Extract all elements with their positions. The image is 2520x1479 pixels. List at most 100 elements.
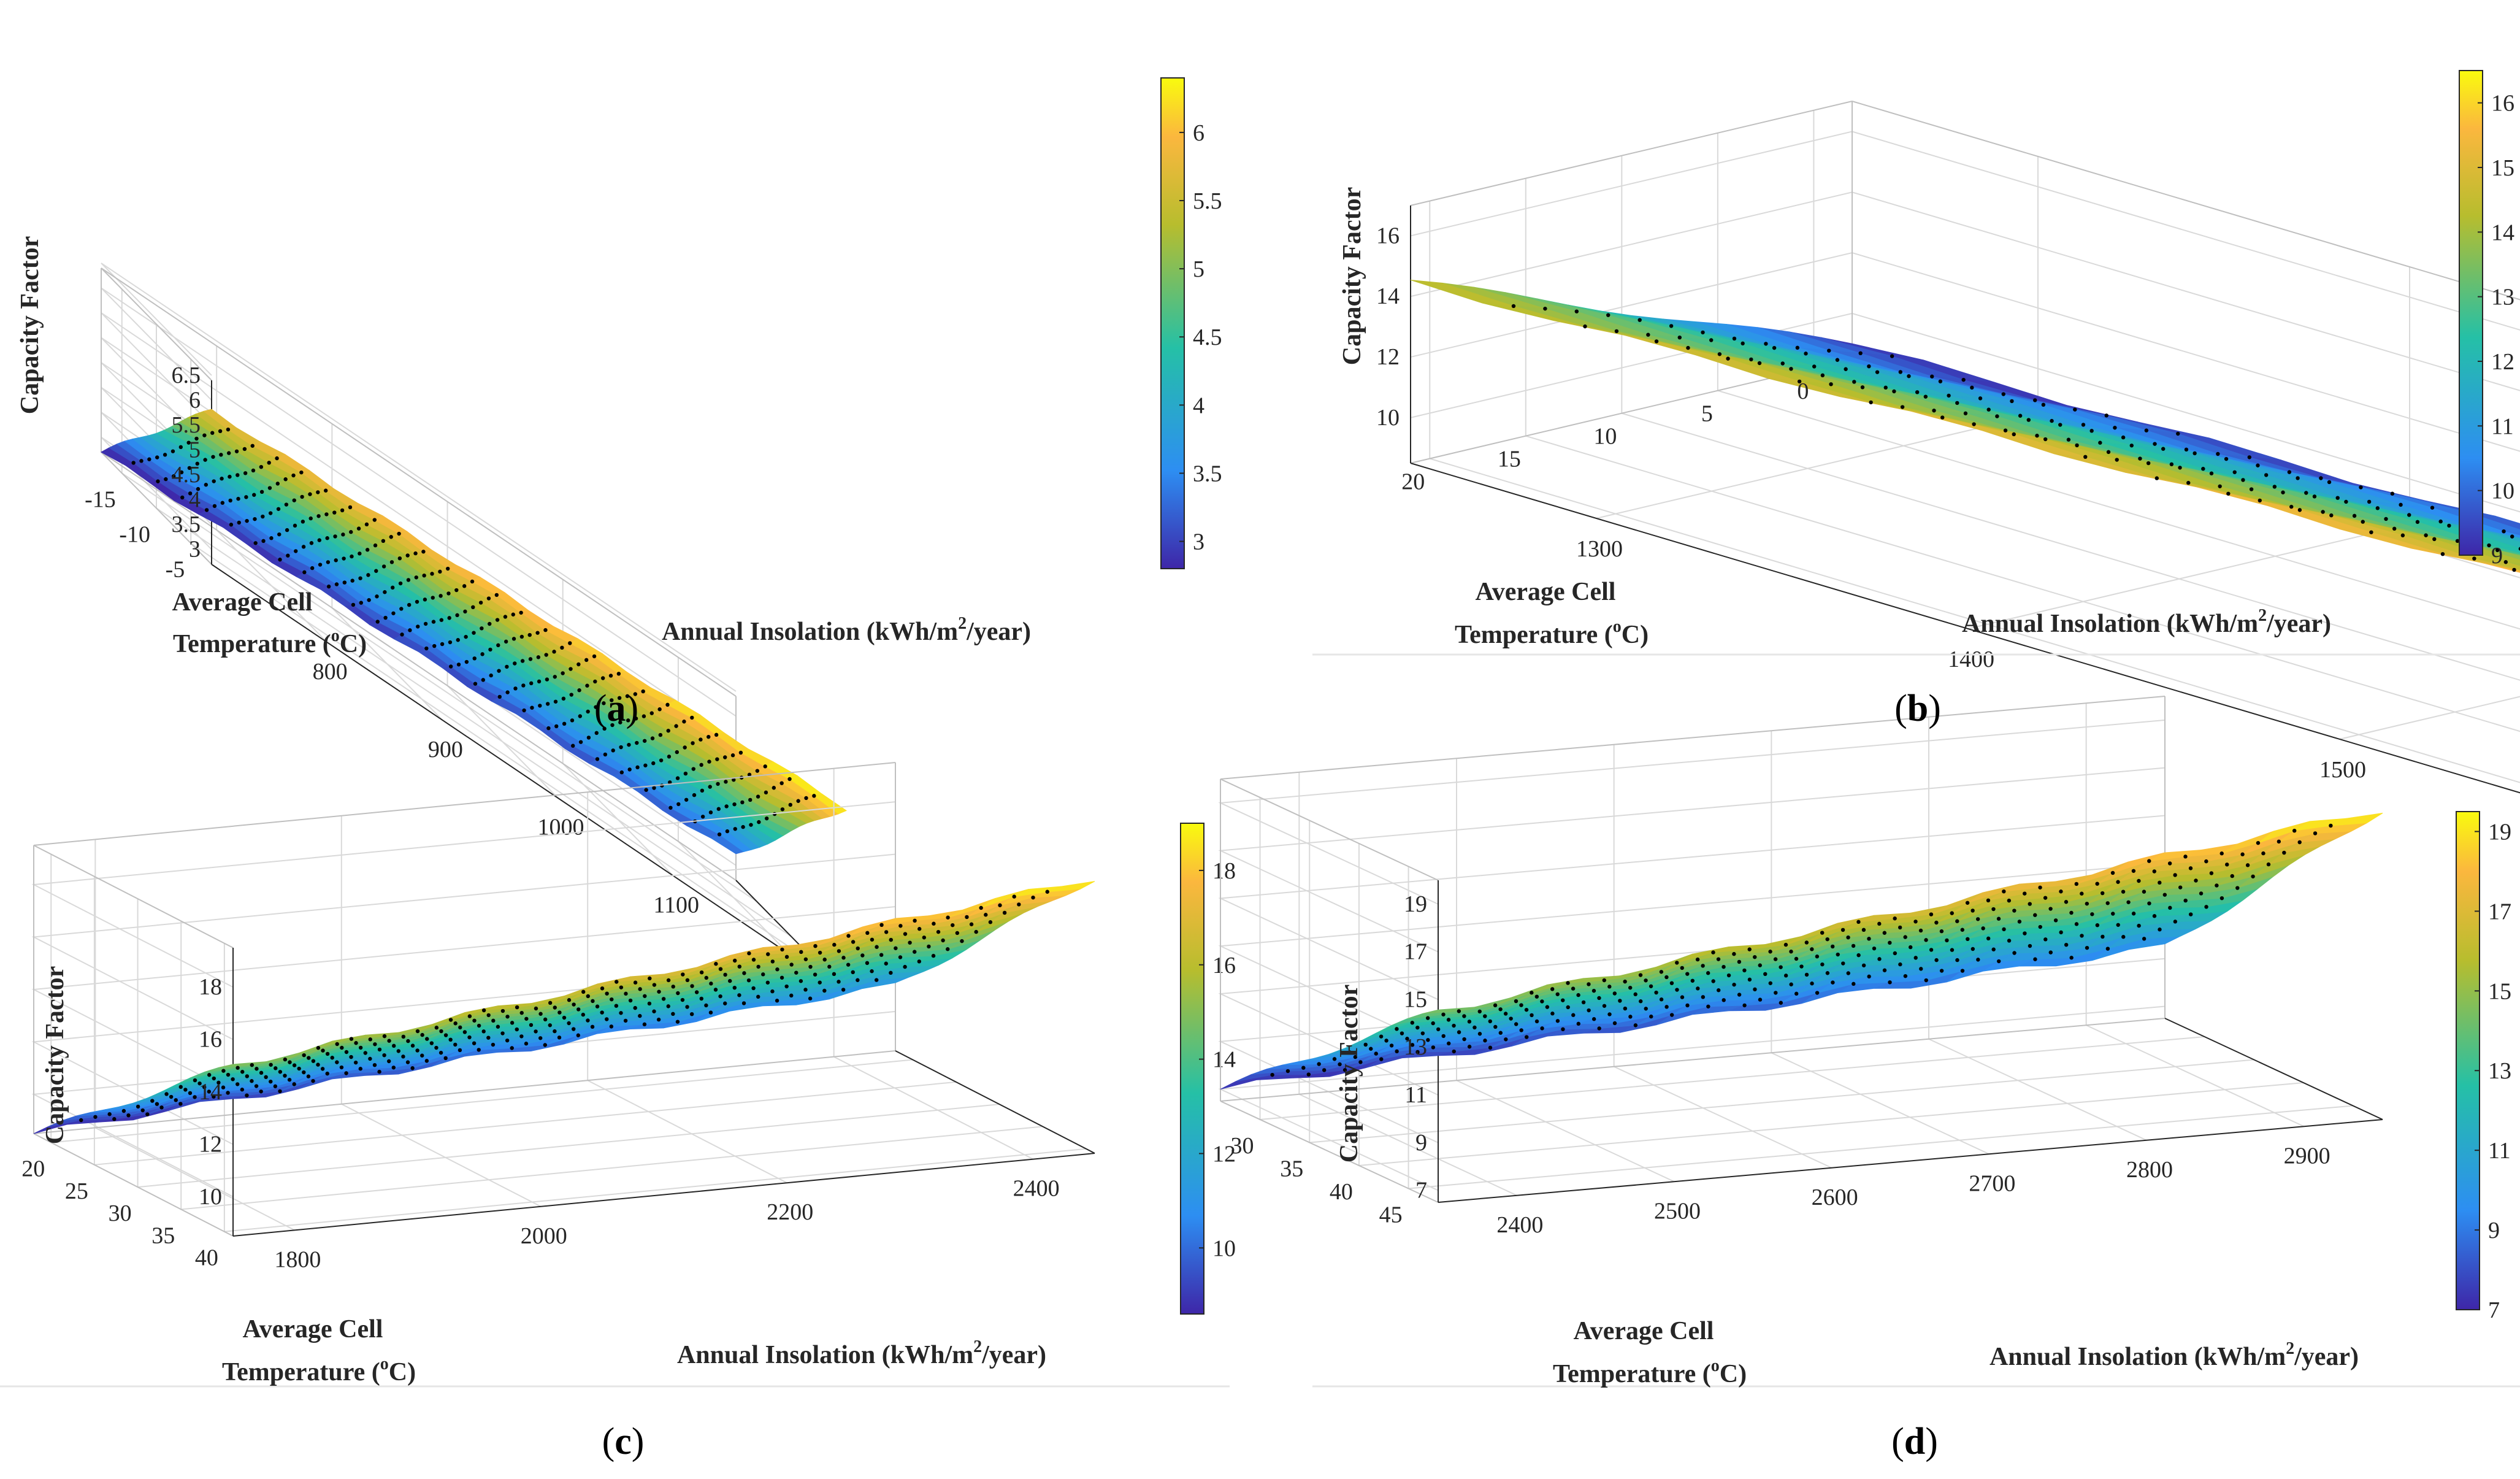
data-marker bbox=[1534, 994, 1539, 999]
data-marker bbox=[593, 679, 597, 684]
data-marker bbox=[2282, 850, 2286, 855]
data-marker bbox=[1915, 390, 1920, 394]
data-marker bbox=[382, 1053, 386, 1058]
data-marker bbox=[1976, 958, 1980, 962]
data-marker bbox=[2235, 886, 2240, 890]
x-axis-line bbox=[232, 1153, 1095, 1237]
data-marker bbox=[2289, 504, 2294, 509]
data-marker bbox=[2028, 943, 2032, 948]
data-marker bbox=[159, 1105, 164, 1110]
surface-patch bbox=[2514, 569, 2520, 572]
data-marker bbox=[674, 724, 678, 728]
data-marker bbox=[194, 436, 199, 441]
colorbar-tick-label: 12 bbox=[2491, 349, 2514, 375]
data-marker bbox=[932, 921, 936, 926]
data-marker bbox=[725, 829, 730, 834]
data-marker bbox=[293, 523, 297, 528]
data-marker bbox=[2081, 423, 2086, 427]
data-marker bbox=[481, 678, 486, 682]
data-marker bbox=[1918, 928, 1923, 933]
data-marker bbox=[2287, 470, 2292, 474]
data-marker bbox=[2487, 543, 2491, 548]
data-marker bbox=[219, 453, 223, 457]
data-marker bbox=[1685, 1003, 1690, 1008]
data-marker bbox=[718, 967, 723, 971]
data-marker bbox=[1972, 422, 1976, 426]
data-marker bbox=[1597, 1026, 1601, 1031]
data-marker bbox=[761, 972, 765, 977]
data-marker bbox=[2512, 567, 2516, 572]
data-marker bbox=[1477, 1009, 1482, 1014]
data-marker bbox=[320, 1067, 325, 1071]
data-marker bbox=[657, 989, 661, 994]
data-marker bbox=[691, 741, 695, 745]
data-marker bbox=[397, 556, 402, 561]
data-marker bbox=[1825, 937, 1829, 942]
data-marker bbox=[367, 597, 371, 602]
data-marker bbox=[709, 982, 713, 986]
data-marker bbox=[908, 940, 912, 945]
data-marker bbox=[1706, 1004, 1710, 1008]
colorbar-tick-label: 15 bbox=[2491, 155, 2514, 181]
z-tick-label: 16 bbox=[1376, 223, 1400, 248]
data-marker bbox=[377, 1069, 381, 1074]
data-marker bbox=[595, 1004, 600, 1008]
data-marker bbox=[524, 1016, 529, 1021]
data-marker bbox=[1893, 916, 1897, 921]
data-marker bbox=[1509, 1016, 1513, 1021]
data-marker bbox=[649, 711, 654, 715]
x-tick-label: 1100 bbox=[653, 893, 699, 918]
data-marker bbox=[236, 1066, 240, 1070]
data-marker bbox=[2503, 560, 2508, 564]
data-marker bbox=[2085, 901, 2089, 906]
data-marker bbox=[747, 772, 752, 777]
data-marker bbox=[278, 1089, 282, 1094]
data-marker bbox=[1846, 935, 1850, 940]
data-marker bbox=[2131, 912, 2136, 916]
data-marker bbox=[2069, 910, 2074, 915]
data-marker bbox=[264, 1075, 268, 1080]
data-marker bbox=[519, 610, 523, 615]
data-marker bbox=[1741, 341, 1745, 346]
data-marker bbox=[259, 464, 264, 469]
data-marker bbox=[594, 705, 598, 709]
box-edge bbox=[1220, 1018, 2166, 1102]
colorbar-tick-label: 14 bbox=[1212, 1047, 1236, 1073]
data-marker bbox=[610, 698, 614, 702]
data-marker bbox=[1602, 978, 1606, 983]
x-axis-line bbox=[1410, 463, 2520, 794]
data-marker bbox=[600, 676, 605, 680]
data-marker bbox=[2176, 431, 2180, 436]
data-marker bbox=[658, 732, 663, 737]
data-marker bbox=[1576, 993, 1580, 997]
data-marker bbox=[1829, 382, 1833, 386]
data-marker bbox=[794, 970, 799, 975]
data-marker bbox=[1841, 961, 1845, 966]
data-marker bbox=[2407, 513, 2411, 517]
data-marker bbox=[467, 1014, 472, 1018]
data-marker bbox=[193, 1078, 197, 1083]
data-marker bbox=[197, 1081, 202, 1086]
data-marker bbox=[365, 548, 370, 552]
data-marker bbox=[1797, 379, 1802, 384]
data-marker bbox=[1888, 980, 1892, 985]
data-marker bbox=[220, 477, 224, 481]
data-marker bbox=[408, 628, 412, 632]
data-marker bbox=[292, 498, 296, 502]
data-marker bbox=[1540, 999, 1544, 1004]
data-marker bbox=[275, 456, 279, 461]
data-marker bbox=[619, 1011, 623, 1015]
data-marker bbox=[2297, 840, 2302, 845]
data-marker bbox=[740, 800, 745, 805]
data-marker bbox=[865, 931, 870, 935]
data-marker bbox=[1012, 894, 1016, 899]
data-marker bbox=[784, 955, 789, 959]
data-marker bbox=[1795, 345, 1800, 350]
data-marker bbox=[2100, 891, 2105, 896]
data-marker bbox=[373, 543, 378, 548]
data-marker bbox=[2048, 907, 2053, 911]
zlabel-b: Capacity Factor bbox=[1338, 187, 1366, 365]
data-marker bbox=[1410, 1043, 1415, 1047]
data-marker bbox=[610, 723, 615, 728]
data-marker bbox=[2137, 878, 2141, 883]
